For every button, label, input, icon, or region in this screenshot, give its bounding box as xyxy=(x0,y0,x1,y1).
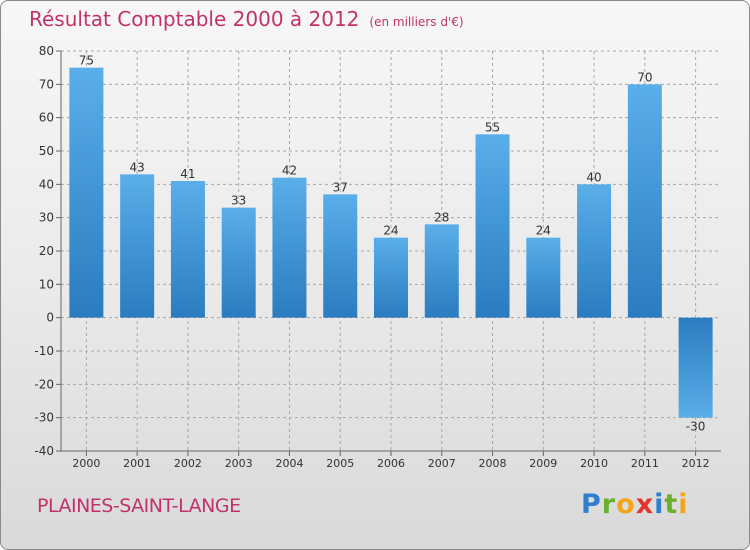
x-tick-label: 2000 xyxy=(72,457,100,470)
bar-2010 xyxy=(577,184,612,318)
proxiti-logo: Proxiti xyxy=(581,489,689,520)
x-tick-label: 2009 xyxy=(529,457,557,470)
value-label: 24 xyxy=(383,224,398,238)
y-tick-label: 20 xyxy=(39,244,54,258)
bar-2008 xyxy=(475,134,510,318)
value-label: 41 xyxy=(180,167,195,181)
bar-2011 xyxy=(627,84,662,318)
bar-2012 xyxy=(678,317,713,418)
value-label: 70 xyxy=(637,70,652,84)
logo-letter: i xyxy=(678,489,689,520)
x-tick-label: 2003 xyxy=(225,457,253,470)
value-label: -30 xyxy=(686,420,706,434)
x-tick-label: 2011 xyxy=(631,457,659,470)
y-tick-label: 80 xyxy=(39,44,54,58)
value-label: 37 xyxy=(333,180,348,194)
bar-2001 xyxy=(120,174,155,318)
y-tick-label: -20 xyxy=(34,377,54,391)
y-tick-label: -30 xyxy=(34,411,54,425)
logo-letter: x xyxy=(635,489,655,520)
x-tick-label: 2008 xyxy=(479,457,507,470)
bar-2009 xyxy=(526,237,561,318)
value-label: 40 xyxy=(586,170,601,184)
x-tick-label: 2002 xyxy=(174,457,202,470)
value-label: 28 xyxy=(434,210,449,224)
x-tick-label: 2012 xyxy=(682,457,710,470)
bar-2000 xyxy=(69,67,104,318)
bar-2002 xyxy=(170,181,205,318)
bar-2004 xyxy=(272,177,307,318)
value-label: 42 xyxy=(282,164,297,178)
value-label: 55 xyxy=(485,120,500,134)
y-tick-label: 50 xyxy=(39,144,54,158)
value-label: 43 xyxy=(130,160,145,174)
logo-letter: i xyxy=(654,489,665,520)
value-label: 75 xyxy=(79,54,94,68)
y-tick-label: -10 xyxy=(34,344,54,358)
bar-2005 xyxy=(323,194,358,318)
value-label: 33 xyxy=(231,194,246,208)
x-tick-label: 2007 xyxy=(428,457,456,470)
chart-title: Résultat Comptable 2000 à 2012 (en millie… xyxy=(29,7,464,31)
bar-2006 xyxy=(374,237,408,318)
logo-letter: P xyxy=(581,489,602,520)
commune-name: PLAINES-SAINT-LANGE xyxy=(37,495,241,517)
y-tick-label: 30 xyxy=(39,211,54,225)
x-tick-label: 2010 xyxy=(580,457,608,470)
bar-2007 xyxy=(424,224,459,318)
y-tick-label: -40 xyxy=(34,444,54,458)
value-label: 24 xyxy=(536,224,551,238)
y-tick-label: 0 xyxy=(46,311,54,325)
logo-letter: t xyxy=(664,489,679,520)
y-tick-label: 40 xyxy=(39,177,54,191)
y-tick-label: 10 xyxy=(39,277,54,291)
logo-letter: o xyxy=(616,489,636,520)
y-tick-label: 60 xyxy=(39,111,54,125)
logo-letter: r xyxy=(601,489,617,520)
y-tick-label: 70 xyxy=(39,77,54,91)
x-tick-label: 2001 xyxy=(123,457,151,470)
x-tick-label: 2005 xyxy=(326,457,354,470)
chart-subtitle: (en milliers d'€) xyxy=(369,15,464,29)
bar-2003 xyxy=(221,207,256,318)
x-tick-label: 2004 xyxy=(275,457,303,470)
x-tick-label: 2006 xyxy=(377,457,405,470)
